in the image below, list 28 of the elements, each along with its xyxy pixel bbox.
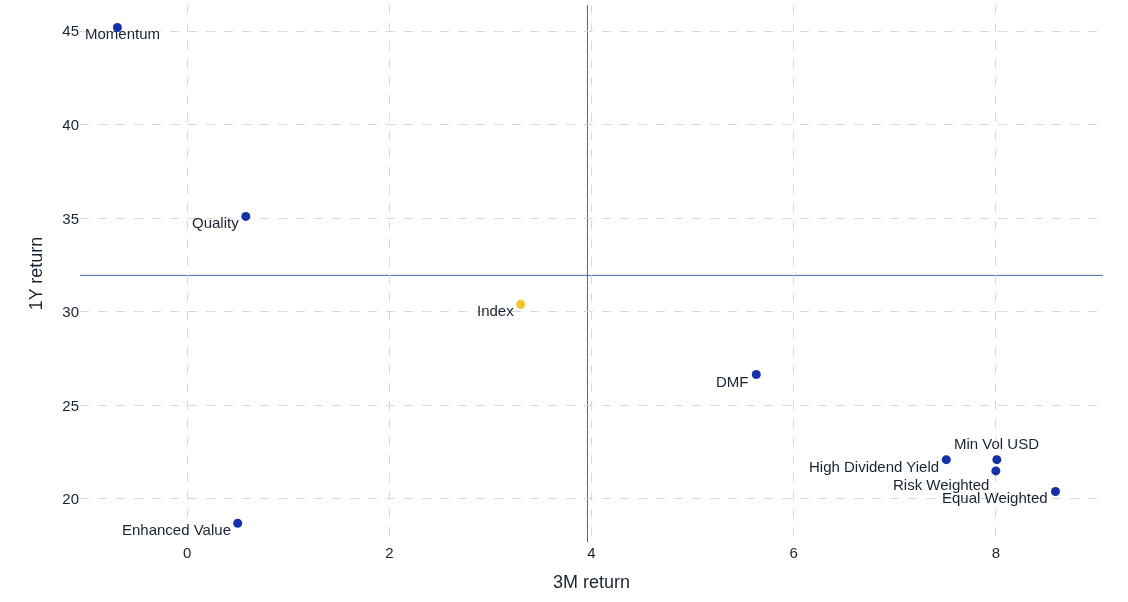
y-axis-title: 1Y return: [25, 236, 46, 311]
x-tick-label: 4: [587, 544, 596, 561]
annotation: Quality: [192, 214, 240, 231]
y-tick-label: 20: [62, 490, 79, 508]
annotation: Enhanced Value: [122, 521, 231, 538]
y-tick-label: 40: [62, 116, 79, 133]
x-tick-label: 6: [789, 544, 798, 561]
point: [233, 518, 243, 528]
y-tick-label: 35: [62, 209, 79, 227]
annotation: Index: [477, 302, 515, 319]
x-tick-label: 8: [991, 544, 1001, 561]
x-tick-label: 0: [182, 544, 192, 561]
point: [751, 370, 761, 380]
y-tick-label: 30: [62, 303, 79, 321]
point: [241, 211, 251, 221]
point: [992, 455, 1002, 465]
point: [516, 299, 526, 309]
x-tick-label: 2: [385, 544, 394, 561]
annotation: Momentum: [85, 25, 161, 42]
annotation: DMF: [716, 373, 749, 390]
y-tick-label: 45: [62, 22, 79, 40]
point: [1050, 486, 1060, 496]
x-axis-title: 3M return: [552, 572, 631, 593]
y-tick-label: 25: [62, 396, 79, 414]
annotation: Min Vol USD: [954, 435, 1040, 452]
point: [941, 455, 951, 465]
annotation: High Dividend Yield: [809, 458, 940, 475]
point: [991, 466, 1001, 476]
